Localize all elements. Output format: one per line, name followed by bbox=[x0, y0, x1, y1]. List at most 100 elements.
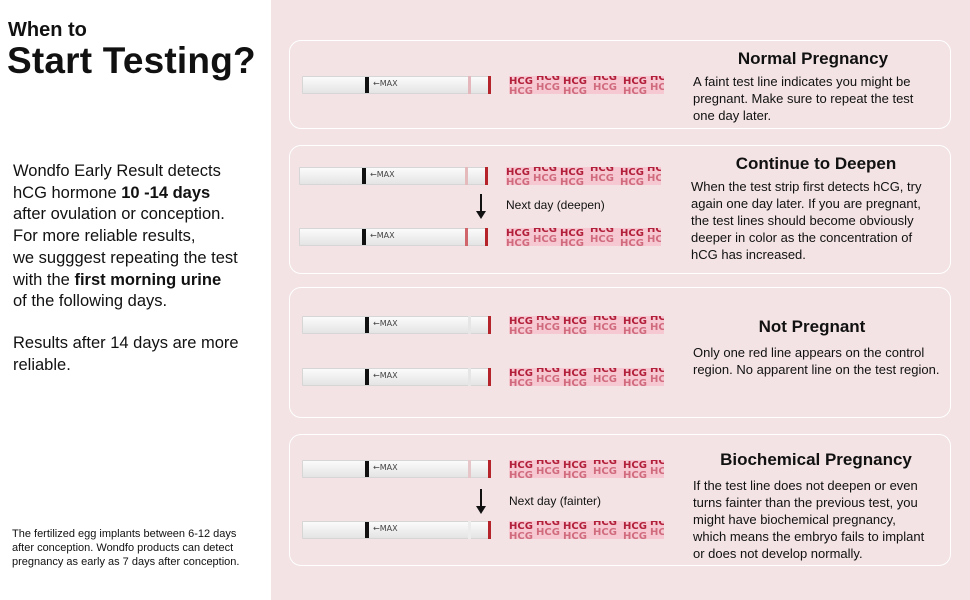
hcg-print: HCG bbox=[536, 82, 560, 93]
hcg-print: HCG bbox=[650, 76, 664, 83]
hcg-print: HCG bbox=[593, 466, 617, 477]
test-strip: ←MAX HCGHCGHCGHCGHCGHCGHCGHCGHCGHCGHCGHC… bbox=[302, 76, 664, 94]
hcg-print: HCG bbox=[620, 238, 644, 247]
footnote: The fertilized egg implants between 6-12… bbox=[12, 528, 240, 568]
hcg-print: HCG bbox=[593, 76, 617, 83]
hcg-print: HCG bbox=[620, 177, 644, 186]
hcg-print: HCG bbox=[536, 368, 560, 375]
hcg-print: HCG bbox=[509, 326, 533, 335]
strip-wrapper: HCGHCGHCGHCGHCGHCGHCGHCGHCGHCGHCGHCG bbox=[509, 316, 664, 334]
hcg-print: HCG bbox=[509, 86, 533, 95]
hcg-print: HCG bbox=[563, 368, 587, 379]
hcg-print: HCG bbox=[563, 460, 587, 471]
right-column bbox=[271, 0, 970, 600]
days-highlight: 10 -14 days bbox=[121, 183, 211, 202]
control-line bbox=[488, 76, 491, 94]
test-strip: ←MAX HCGHCGHCGHCGHCGHCGHCGHCGHCGHCGHCGHC… bbox=[299, 228, 661, 246]
hcg-print: HCG bbox=[650, 521, 664, 528]
hcg-print: HCG bbox=[536, 322, 560, 333]
left-column: When to Start Testing? Wondfo Early Resu… bbox=[0, 0, 271, 600]
hcg-print: HCG bbox=[650, 460, 664, 467]
max-label: ←MAX bbox=[373, 524, 398, 533]
next-day-label: Next day (deepen) bbox=[506, 198, 605, 212]
control-line bbox=[488, 521, 491, 539]
hcg-print: HCG bbox=[650, 527, 664, 538]
hcg-print: HCG bbox=[623, 460, 647, 471]
hcg-print: HCG bbox=[533, 234, 557, 245]
strip-wrapper: HCGHCGHCGHCGHCGHCGHCGHCGHCGHCGHCGHCG bbox=[509, 368, 664, 386]
intro-text: Wondfo Early Result detects hCG hormone … bbox=[13, 162, 238, 311]
hcg-print: HCG bbox=[506, 177, 530, 186]
control-line bbox=[488, 316, 491, 334]
panel-continue-to-deepen: ←MAX HCGHCGHCGHCGHCGHCGHCGHCGHCGHCGHCGHC… bbox=[289, 145, 951, 274]
hcg-print: HCG bbox=[563, 326, 587, 335]
reliable-note: Results after 14 days are more reliable. bbox=[13, 334, 239, 374]
hcg-print: HCG bbox=[536, 466, 560, 477]
hcg-print: HCG bbox=[623, 76, 647, 87]
max-label: ←MAX bbox=[370, 170, 395, 179]
hcg-print: HCG bbox=[533, 228, 557, 235]
hcg-print: HCG bbox=[590, 173, 614, 184]
hcg-print: HCG bbox=[647, 228, 661, 235]
control-line bbox=[488, 368, 491, 386]
heading-large: Start Testing? bbox=[7, 40, 256, 81]
hcg-print: HCG bbox=[563, 378, 587, 387]
panel-description: Only one red line appears on the control… bbox=[693, 345, 940, 377]
test-line-faint bbox=[465, 167, 468, 185]
panel-not-pregnant: ←MAX HCGHCGHCGHCGHCGHCGHCGHCGHCGHCGHCGHC… bbox=[289, 287, 951, 418]
hcg-print: HCG bbox=[650, 82, 664, 93]
hcg-print: HCG bbox=[533, 173, 557, 184]
test-line-none bbox=[468, 316, 471, 334]
panel-description: If the test line does not deepen or even… bbox=[693, 478, 925, 561]
hcg-print: HCG bbox=[560, 167, 584, 178]
hcg-print: HCG bbox=[536, 374, 560, 385]
hcg-print: HCG bbox=[536, 527, 560, 538]
hcg-print: HCG bbox=[650, 368, 664, 375]
test-strip: ←MAX HCGHCGHCGHCGHCGHCGHCGHCGHCGHCGHCGHC… bbox=[302, 368, 664, 386]
hcg-print: HCG bbox=[536, 76, 560, 83]
hcg-print: HCG bbox=[509, 470, 533, 479]
panel-title: Biochemical Pregnancy bbox=[720, 450, 912, 469]
hcg-print: HCG bbox=[536, 521, 560, 528]
hcg-print: HCG bbox=[560, 177, 584, 186]
hcg-print: HCG bbox=[650, 374, 664, 385]
test-line-none bbox=[468, 368, 471, 386]
test-strip: ←MAX HCGHCGHCGHCGHCGHCGHCGHCGHCGHCGHCGHC… bbox=[302, 521, 664, 539]
hcg-print: HCG bbox=[590, 234, 614, 245]
panel-title: Continue to Deepen bbox=[735, 154, 897, 173]
hcg-print: HCG bbox=[506, 167, 530, 178]
hcg-print: HCG bbox=[536, 316, 560, 323]
panel-title: Normal Pregnancy bbox=[737, 49, 889, 68]
max-label: ←MAX bbox=[373, 463, 398, 472]
hcg-print: HCG bbox=[650, 316, 664, 323]
down-arrow-icon bbox=[475, 194, 487, 220]
max-mark bbox=[365, 461, 369, 477]
hcg-print: HCG bbox=[647, 167, 661, 174]
hcg-print: HCG bbox=[563, 86, 587, 95]
hcg-print: HCG bbox=[650, 466, 664, 477]
max-mark bbox=[365, 77, 369, 93]
test-line-fainter bbox=[468, 521, 471, 539]
down-arrow-icon bbox=[475, 489, 487, 515]
hcg-print: HCG bbox=[563, 531, 587, 540]
hcg-print: HCG bbox=[647, 173, 661, 184]
hcg-print: HCG bbox=[563, 316, 587, 327]
max-label: ←MAX bbox=[373, 371, 398, 380]
strip-wrapper: HCGHCGHCGHCGHCGHCGHCGHCGHCGHCGHCGHCG bbox=[509, 76, 664, 94]
hcg-print: HCG bbox=[620, 167, 644, 178]
hcg-print: HCG bbox=[623, 368, 647, 379]
hcg-print: HCG bbox=[536, 460, 560, 467]
hcg-print: HCG bbox=[650, 322, 664, 333]
control-line bbox=[485, 167, 488, 185]
strip-wrapper: HCGHCGHCGHCGHCGHCGHCGHCGHCGHCGHCGHCG bbox=[506, 228, 661, 246]
test-line-faint bbox=[468, 76, 471, 94]
max-label: ←MAX bbox=[373, 319, 398, 328]
hcg-print: HCG bbox=[623, 316, 647, 327]
hcg-print: HCG bbox=[563, 470, 587, 479]
test-strip: ←MAX HCGHCGHCGHCGHCGHCGHCGHCGHCGHCGHCGHC… bbox=[299, 167, 661, 185]
panel-normal-pregnancy: ←MAX HCGHCGHCGHCGHCGHCGHCGHCGHCGHCGHCGHC… bbox=[289, 40, 951, 129]
hcg-print: HCG bbox=[623, 521, 647, 532]
panel-title: Not Pregnant bbox=[758, 317, 866, 336]
panel-description: A faint test line indicates you might be… bbox=[693, 74, 914, 123]
hcg-print: HCG bbox=[506, 228, 530, 239]
